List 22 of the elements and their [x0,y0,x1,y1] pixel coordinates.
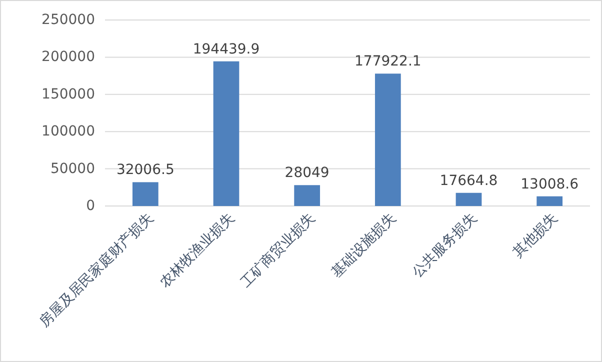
x-tick-label: 农林牧渔业损失 [156,210,238,291]
data-label: 194439.9 [192,41,260,58]
y-tick-label: 200000 [42,49,95,66]
y-tick-label: 250000 [42,12,95,28]
data-label: 32006.5 [116,162,174,178]
data-label: 28049 [284,165,330,182]
y-tick-label: 150000 [42,86,95,102]
x-tick-label: 其他损失 [510,210,561,261]
data-label: 177922.1 [354,54,422,70]
y-tick-label: 50000 [50,160,95,177]
x-tick-label: 公共服务损失 [409,210,480,281]
data-label: 17664.8 [440,172,498,189]
y-tick-label: 100000 [42,124,95,140]
bar [294,185,320,206]
x-tick-label: 工矿商贸业损失 [238,210,318,291]
data-label: 13008.6 [520,176,579,192]
bar [536,196,563,206]
bar [213,61,240,206]
bar [132,182,158,206]
bar [374,74,401,206]
bar [456,192,482,206]
x-tick-label: 基础设施损失 [328,210,400,281]
